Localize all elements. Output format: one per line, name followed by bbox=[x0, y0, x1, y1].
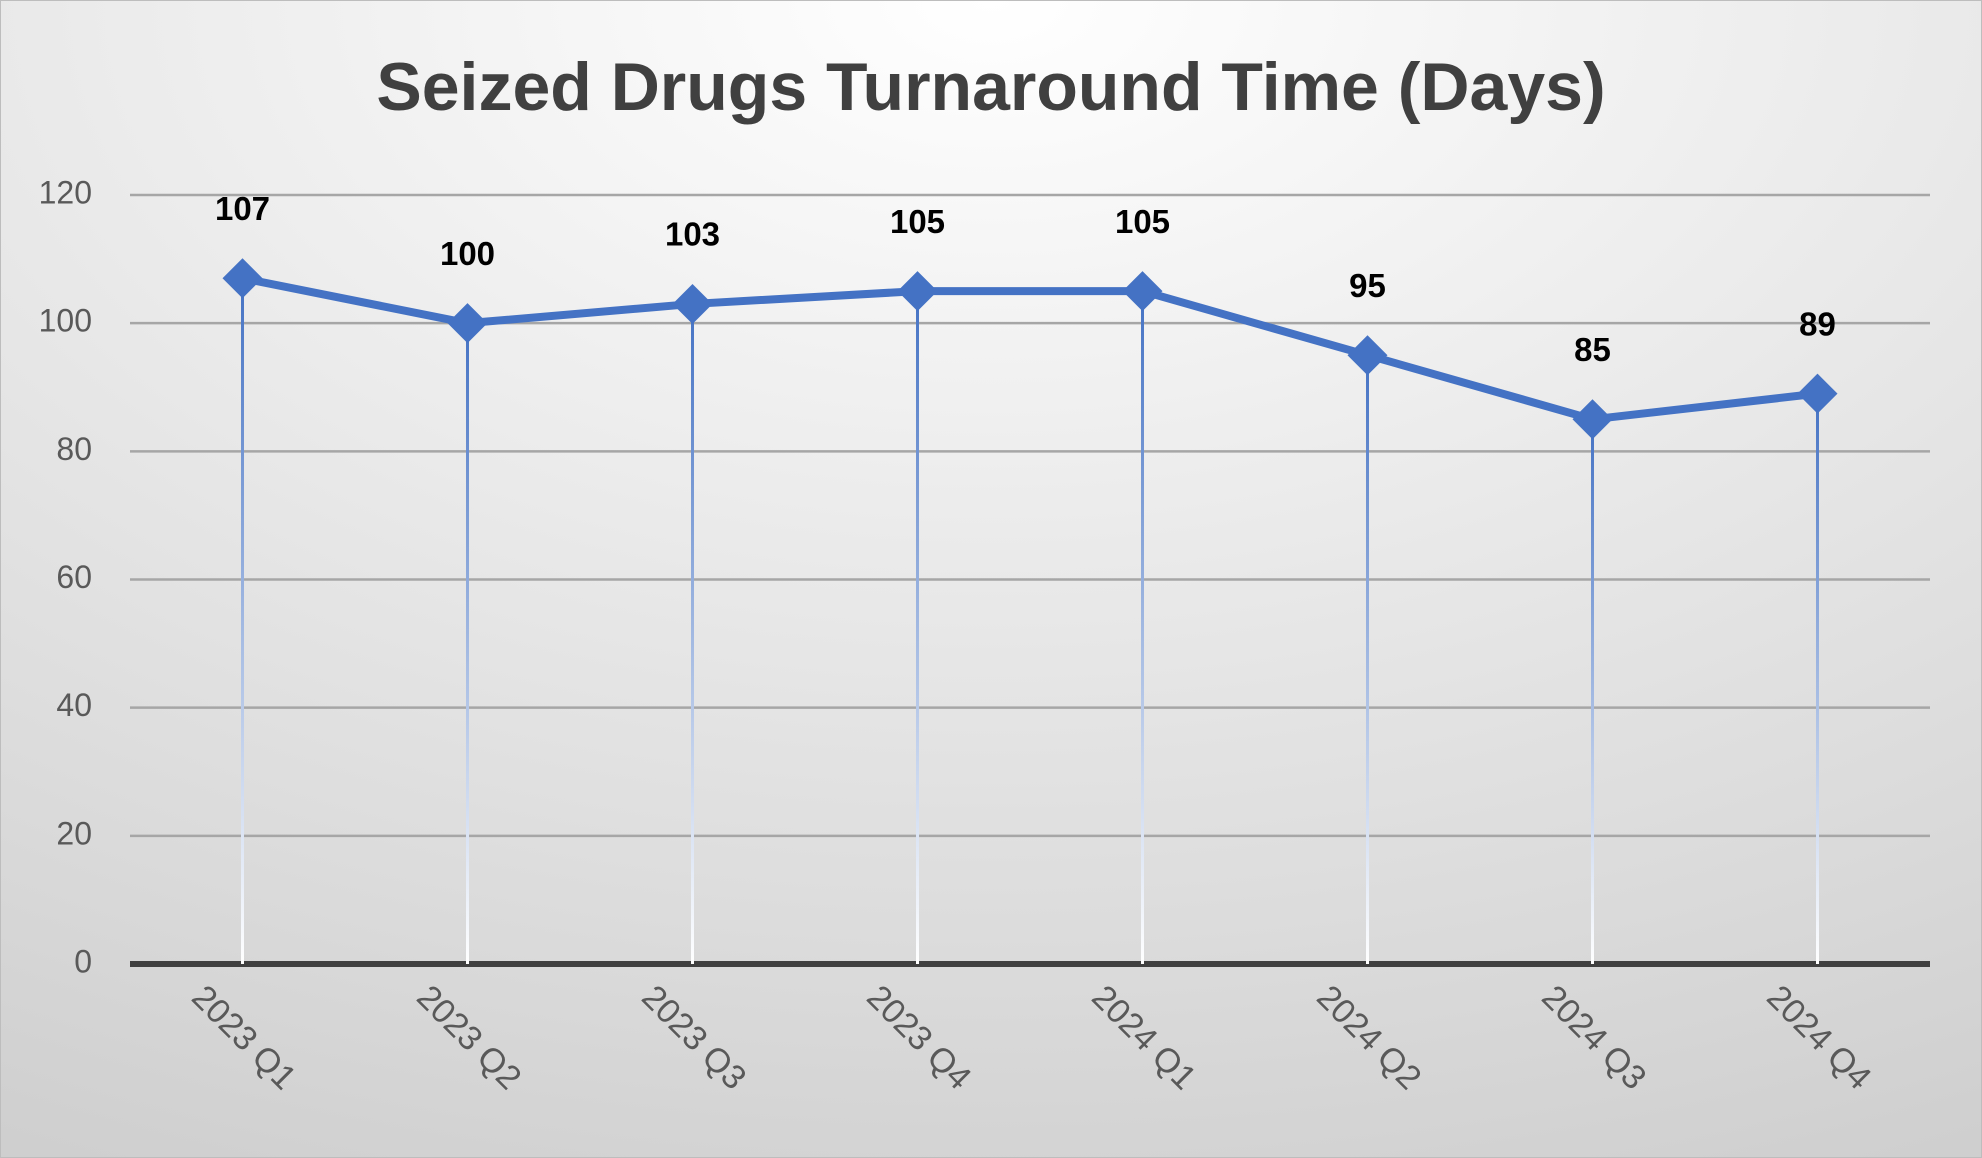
marker bbox=[1347, 335, 1388, 376]
y-tick-label: 80 bbox=[56, 431, 92, 467]
data-label: 103 bbox=[665, 216, 720, 253]
data-line bbox=[241, 274, 1818, 424]
y-tick-label: 120 bbox=[39, 174, 92, 210]
data-label: 105 bbox=[890, 203, 945, 240]
marker bbox=[672, 283, 713, 324]
y-tick-label: 20 bbox=[56, 815, 92, 851]
drop-line bbox=[1141, 291, 1144, 964]
drop-line bbox=[1366, 355, 1369, 964]
marker bbox=[1122, 271, 1163, 312]
marker bbox=[897, 271, 938, 312]
marker bbox=[447, 303, 488, 344]
drop-line bbox=[1816, 393, 1819, 964]
data-label: 107 bbox=[215, 190, 270, 227]
marker bbox=[1572, 399, 1613, 440]
drop-line bbox=[916, 291, 919, 964]
marker bbox=[1797, 373, 1838, 414]
drop-line bbox=[466, 323, 469, 965]
y-tick-label: 0 bbox=[74, 943, 92, 979]
y-tick-label: 60 bbox=[56, 559, 92, 595]
data-label: 95 bbox=[1349, 267, 1386, 304]
data-label: 89 bbox=[1799, 305, 1836, 342]
data-label: 100 bbox=[440, 235, 495, 272]
drop-line bbox=[241, 278, 244, 964]
y-tick-label: 100 bbox=[39, 303, 92, 339]
y-tick-label: 40 bbox=[56, 687, 92, 723]
data-label: 105 bbox=[1115, 203, 1170, 240]
drop-line bbox=[691, 303, 694, 965]
data-label: 85 bbox=[1574, 331, 1611, 368]
marker bbox=[222, 258, 263, 299]
chart-title: Seized Drugs Turnaround Time (Days) bbox=[376, 49, 1605, 125]
drop-line bbox=[1591, 419, 1594, 965]
